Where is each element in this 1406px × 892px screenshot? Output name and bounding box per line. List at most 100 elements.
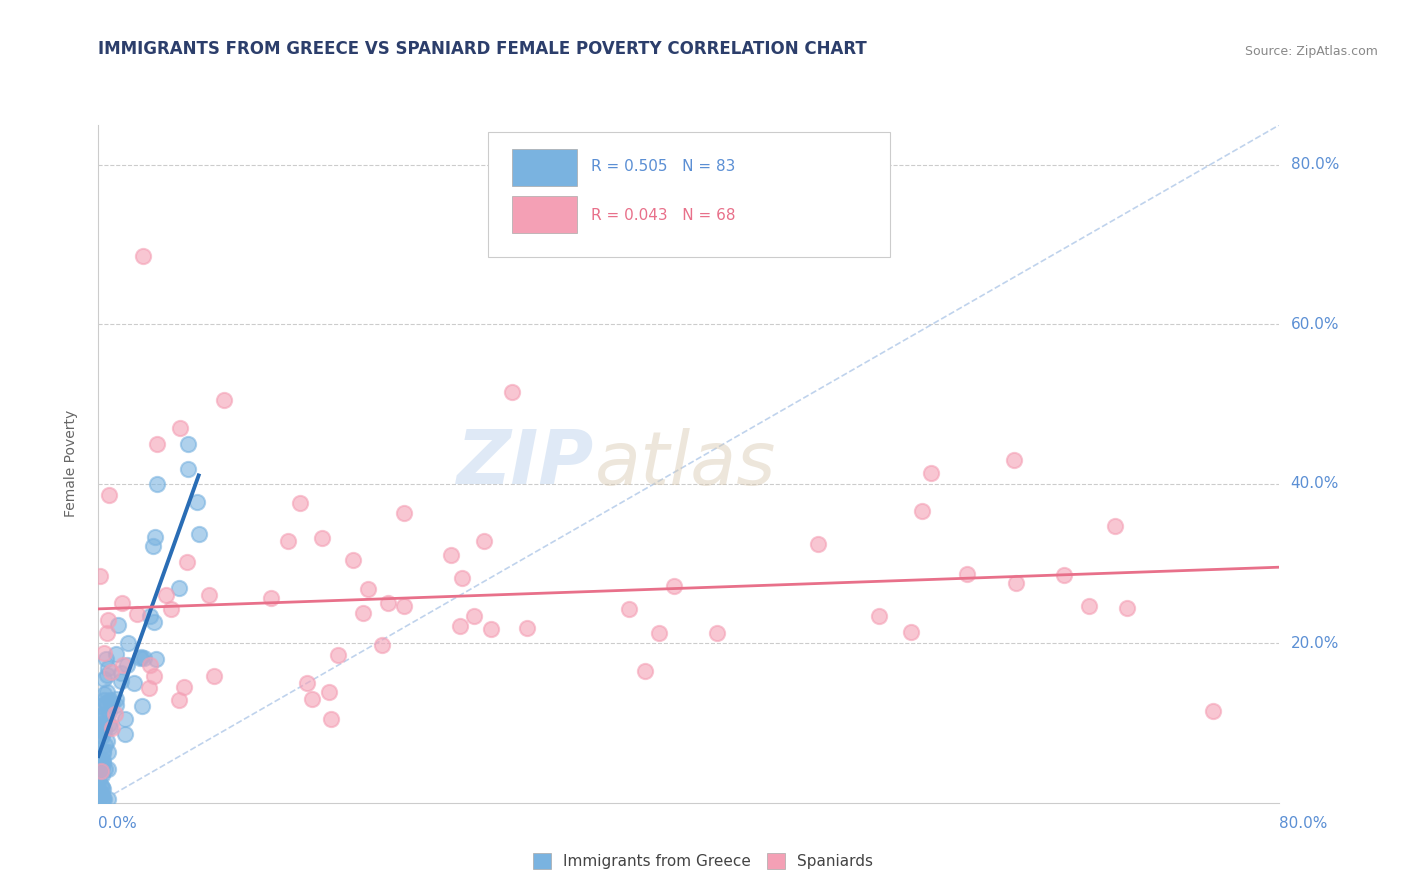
Point bbox=[98, 692, 121, 706]
Point bbox=[132, 250, 155, 264]
Point bbox=[357, 582, 380, 597]
Point bbox=[110, 665, 132, 680]
Point bbox=[1104, 519, 1126, 533]
Point bbox=[93, 672, 115, 686]
Point bbox=[96, 733, 118, 747]
Point bbox=[97, 746, 120, 760]
FancyBboxPatch shape bbox=[488, 132, 890, 257]
Point bbox=[93, 646, 115, 660]
Point bbox=[91, 744, 114, 758]
Point bbox=[440, 548, 463, 562]
Point bbox=[114, 712, 136, 726]
Point bbox=[139, 657, 162, 672]
Point bbox=[706, 625, 728, 640]
Point bbox=[91, 747, 114, 761]
Point bbox=[647, 625, 669, 640]
Point bbox=[1116, 601, 1139, 615]
Point bbox=[392, 599, 415, 613]
FancyBboxPatch shape bbox=[512, 149, 576, 186]
Point bbox=[94, 738, 117, 752]
Point bbox=[89, 772, 111, 786]
Point bbox=[110, 674, 132, 689]
Point bbox=[319, 712, 342, 726]
Point bbox=[868, 609, 890, 624]
Point bbox=[90, 763, 112, 777]
Point bbox=[176, 555, 198, 569]
Point bbox=[90, 720, 112, 734]
Point bbox=[111, 596, 134, 610]
Point bbox=[91, 729, 114, 743]
Point bbox=[93, 687, 115, 701]
Point bbox=[143, 615, 166, 629]
Point bbox=[96, 626, 118, 640]
Point bbox=[187, 527, 209, 541]
Point bbox=[463, 609, 485, 624]
Point bbox=[103, 706, 125, 721]
Point bbox=[96, 698, 118, 713]
Point bbox=[93, 792, 115, 806]
Point bbox=[328, 648, 350, 662]
Point bbox=[89, 787, 111, 801]
Point bbox=[956, 567, 979, 582]
Point bbox=[101, 721, 124, 735]
Point bbox=[91, 782, 114, 797]
Point bbox=[377, 596, 399, 610]
Point bbox=[91, 756, 114, 771]
Point bbox=[93, 762, 115, 776]
Point bbox=[501, 385, 523, 400]
Text: Source: ZipAtlas.com: Source: ZipAtlas.com bbox=[1244, 45, 1378, 58]
Point bbox=[97, 705, 120, 719]
Point bbox=[93, 753, 115, 767]
Legend: Immigrants from Greece, Spaniards: Immigrants from Greece, Spaniards bbox=[527, 847, 879, 875]
Point bbox=[301, 692, 323, 706]
Point bbox=[93, 709, 115, 723]
Point bbox=[479, 622, 502, 636]
Point bbox=[202, 669, 225, 683]
Point bbox=[260, 591, 283, 605]
Point bbox=[104, 647, 127, 661]
Point bbox=[89, 757, 111, 772]
Point bbox=[93, 723, 115, 737]
Point bbox=[91, 716, 114, 731]
Point bbox=[352, 607, 374, 621]
Text: 80.0%: 80.0% bbox=[1279, 816, 1327, 831]
Point bbox=[155, 588, 177, 602]
Point bbox=[617, 602, 640, 616]
Point bbox=[662, 579, 685, 593]
Point bbox=[94, 652, 117, 666]
Point bbox=[100, 720, 122, 734]
Point bbox=[371, 638, 394, 652]
Point bbox=[107, 618, 129, 632]
Point bbox=[89, 709, 111, 723]
Point bbox=[634, 665, 657, 679]
Point bbox=[89, 792, 111, 806]
Text: 40.0%: 40.0% bbox=[1291, 476, 1339, 491]
Point bbox=[900, 624, 922, 639]
Point bbox=[96, 792, 118, 806]
Point bbox=[122, 676, 145, 690]
Point bbox=[146, 476, 169, 491]
Point bbox=[1004, 576, 1026, 591]
Point bbox=[167, 693, 190, 707]
Point bbox=[318, 684, 340, 698]
Point bbox=[91, 792, 114, 806]
Point bbox=[90, 761, 112, 775]
Point bbox=[807, 536, 830, 550]
Text: IMMIGRANTS FROM GREECE VS SPANIARD FEMALE POVERTY CORRELATION CHART: IMMIGRANTS FROM GREECE VS SPANIARD FEMAL… bbox=[98, 40, 868, 58]
Point bbox=[97, 661, 120, 675]
Point bbox=[160, 602, 183, 616]
Point bbox=[111, 657, 134, 672]
Point bbox=[1053, 568, 1076, 582]
Point bbox=[90, 756, 112, 771]
Point bbox=[89, 755, 111, 769]
Text: 20.0%: 20.0% bbox=[1291, 636, 1339, 651]
Point bbox=[90, 720, 112, 734]
Point bbox=[145, 652, 167, 666]
Point bbox=[89, 783, 111, 797]
Text: 60.0%: 60.0% bbox=[1291, 317, 1339, 332]
FancyBboxPatch shape bbox=[512, 196, 576, 234]
Point bbox=[96, 697, 118, 711]
Point bbox=[450, 572, 472, 586]
Point bbox=[128, 651, 150, 665]
Y-axis label: Female Poverty: Female Poverty bbox=[63, 410, 77, 517]
